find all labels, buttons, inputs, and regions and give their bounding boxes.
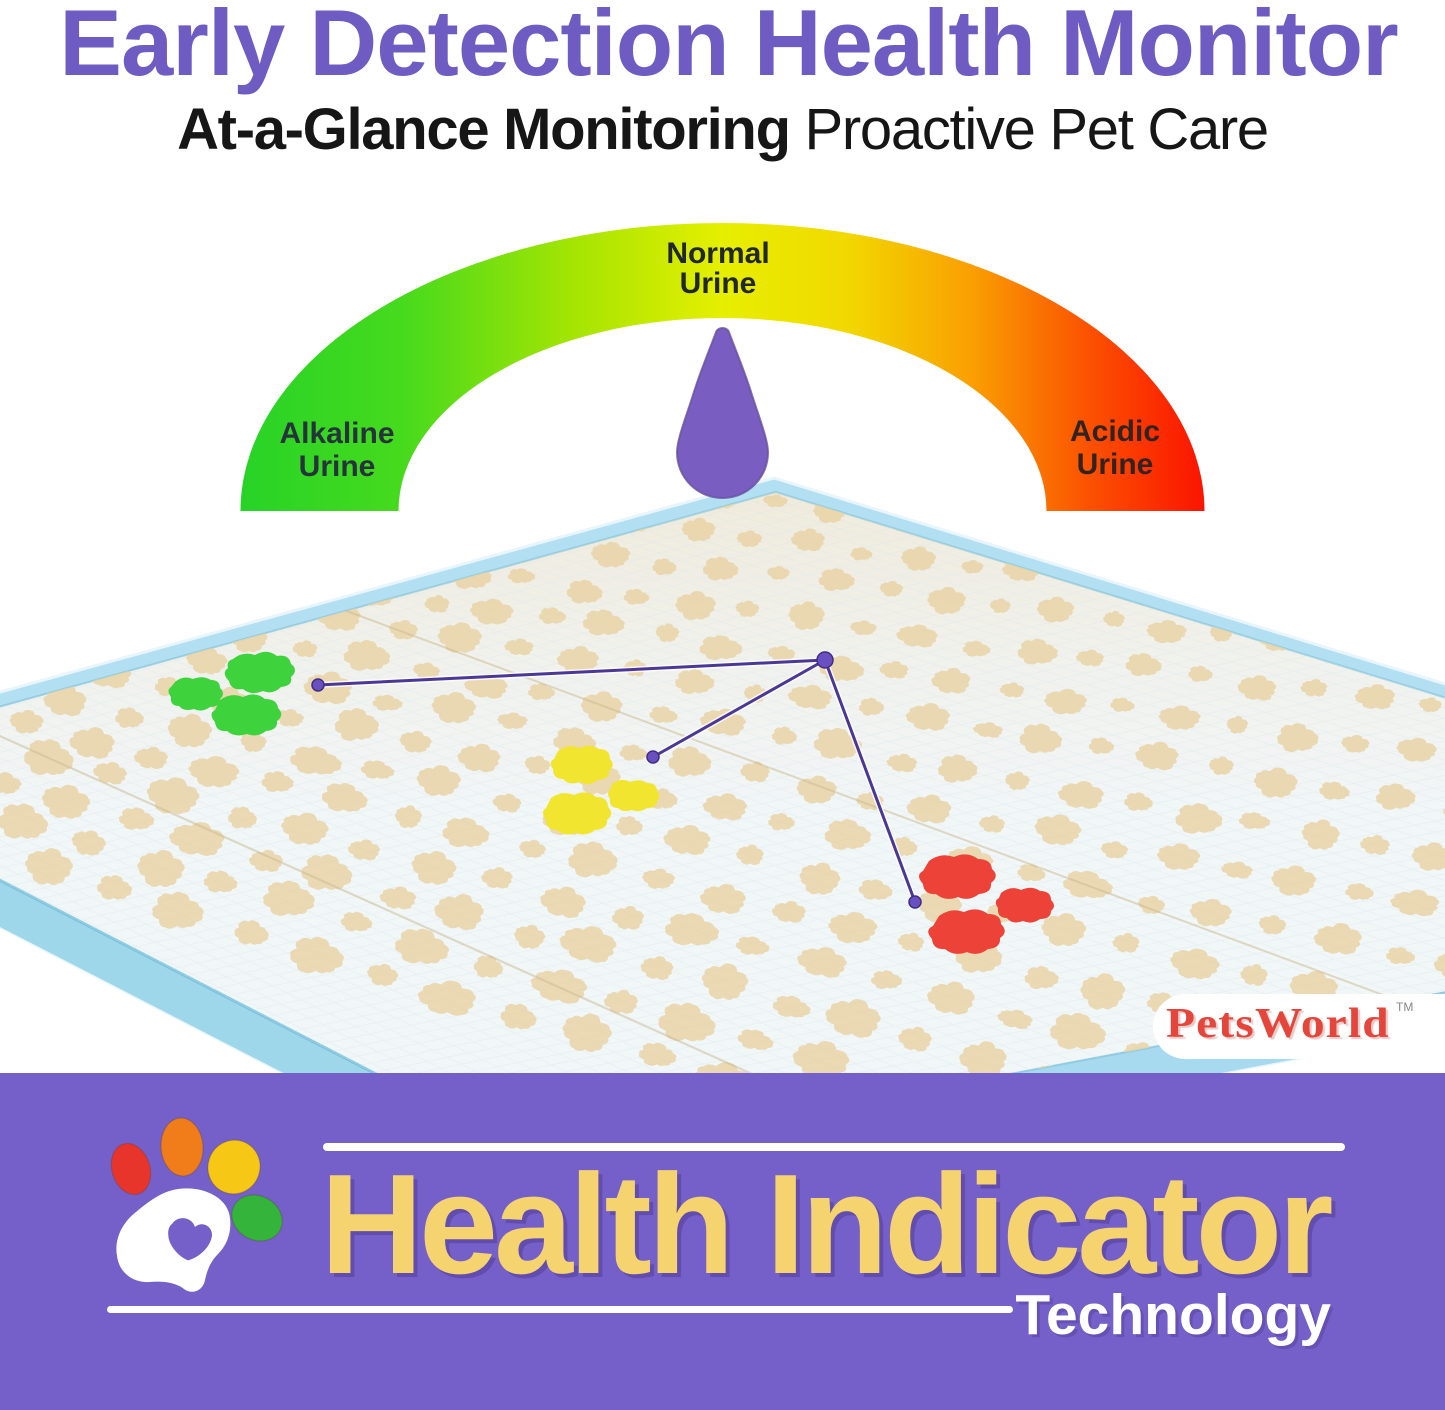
svg-text:Acidic: Acidic xyxy=(1070,415,1160,448)
svg-text:Urine: Urine xyxy=(1077,448,1154,481)
svg-text:Normal: Normal xyxy=(666,237,769,270)
svg-text:Urine: Urine xyxy=(680,267,757,300)
svg-text:Alkaline: Alkaline xyxy=(279,417,394,450)
svg-text:Urine: Urine xyxy=(299,450,376,483)
